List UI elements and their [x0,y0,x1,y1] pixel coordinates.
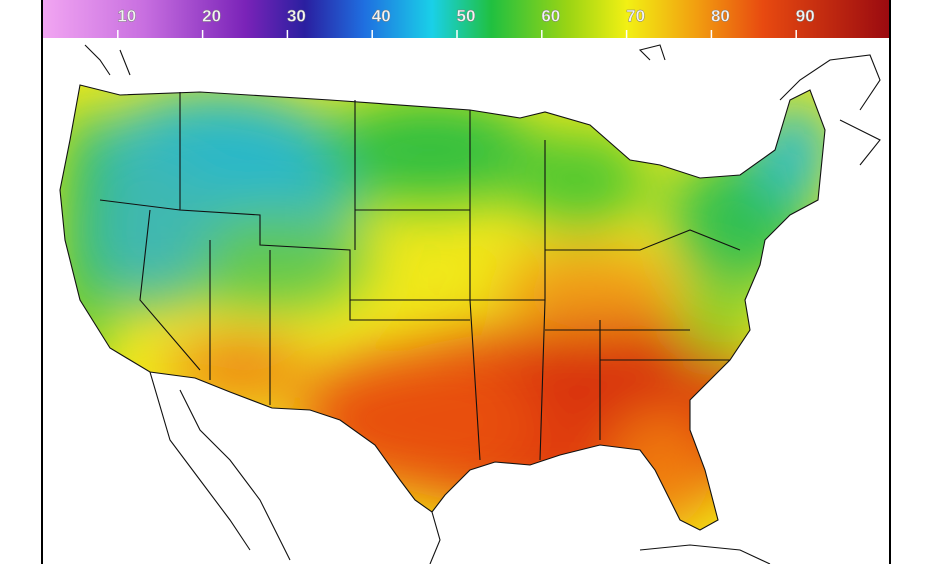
state-lines [99,92,741,461]
tick-label: 50 [457,6,476,25]
tick-label: 80 [711,6,730,25]
tick-label: 90 [796,6,815,25]
tick-label: 30 [287,6,306,25]
tick-label: 20 [202,6,221,25]
tick-label: 70 [626,6,645,25]
tick-label: 10 [117,6,136,25]
color-bar-ticks: 10 20 30 40 50 60 70 80 90 [117,6,815,38]
coastlines [84,44,881,564]
color-bar [42,0,890,38]
tick-label: 40 [372,6,391,25]
tick-label: 60 [541,6,560,25]
